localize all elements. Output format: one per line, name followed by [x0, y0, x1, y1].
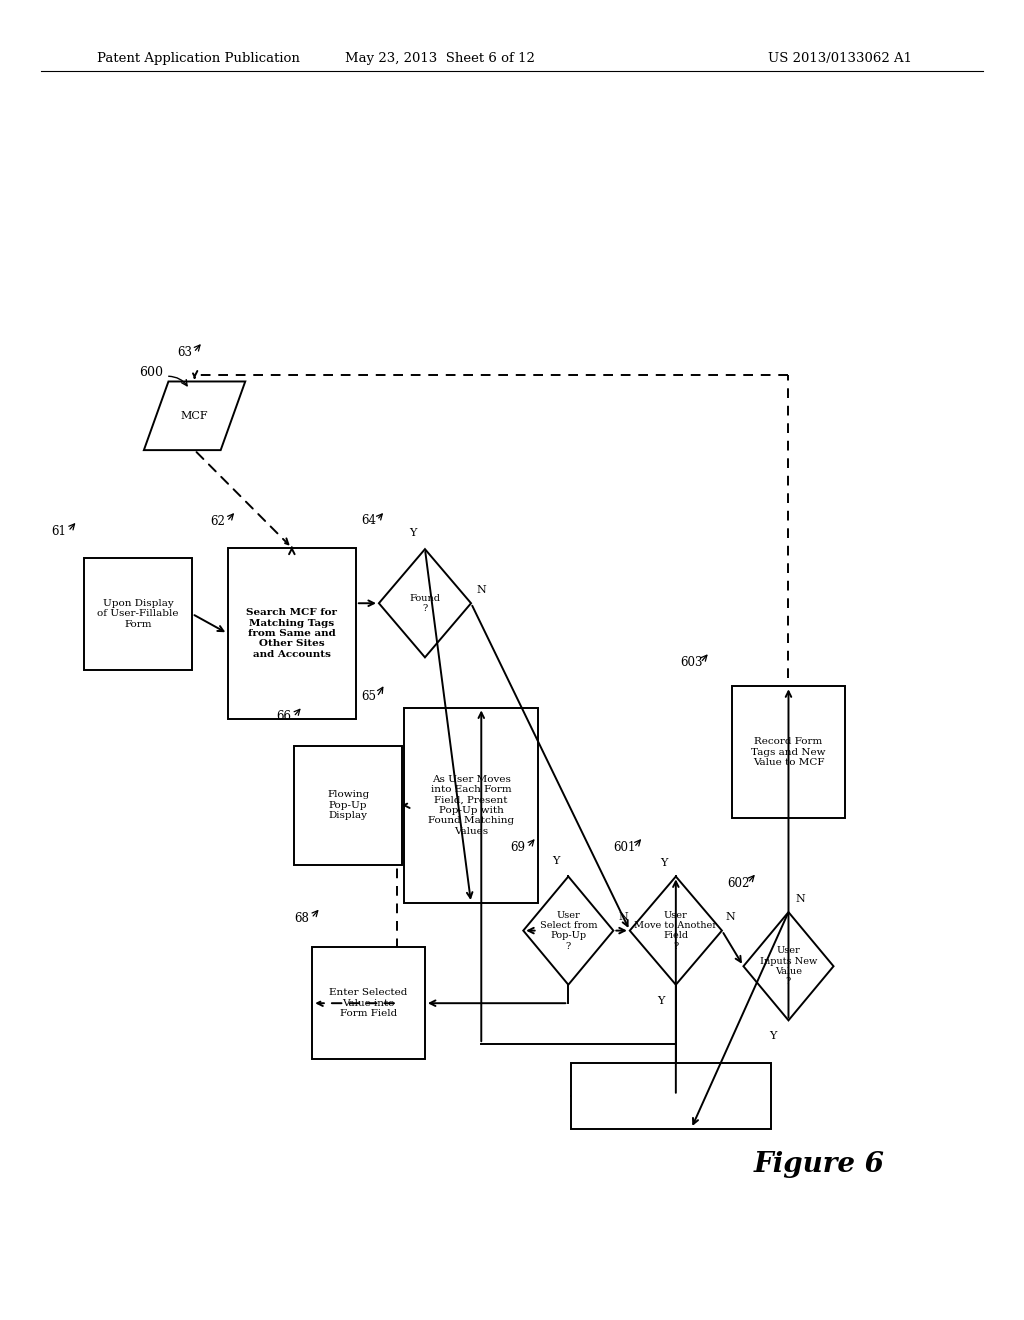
Polygon shape	[523, 876, 613, 985]
Text: N: N	[796, 894, 806, 904]
Polygon shape	[743, 912, 834, 1020]
FancyBboxPatch shape	[732, 686, 845, 818]
FancyBboxPatch shape	[227, 548, 356, 719]
FancyBboxPatch shape	[85, 557, 193, 671]
Text: Y: Y	[656, 995, 665, 1006]
Text: Search MCF for
Matching Tags
from Same and
Other Sites
and Accounts: Search MCF for Matching Tags from Same a…	[247, 609, 337, 659]
Text: N: N	[618, 912, 629, 923]
Text: May 23, 2013  Sheet 6 of 12: May 23, 2013 Sheet 6 of 12	[345, 51, 536, 65]
FancyBboxPatch shape	[312, 948, 425, 1059]
Text: Record Form
Tags and New
Value to MCF: Record Form Tags and New Value to MCF	[752, 738, 825, 767]
Text: Enter Selected
Value into
Form Field: Enter Selected Value into Form Field	[330, 989, 408, 1018]
Text: MCF: MCF	[181, 411, 208, 421]
Text: Y: Y	[659, 858, 668, 869]
Text: 601: 601	[613, 841, 636, 854]
Text: 66: 66	[276, 710, 292, 723]
Polygon shape	[143, 381, 246, 450]
Text: Flowing
Pop-Up
Display: Flowing Pop-Up Display	[327, 791, 370, 820]
Text: Y: Y	[552, 855, 560, 866]
Text: Upon Display
of User-Fillable
Form: Upon Display of User-Fillable Form	[97, 599, 179, 628]
Text: Found
?: Found ?	[410, 594, 440, 612]
Polygon shape	[379, 549, 471, 657]
Text: 61: 61	[51, 525, 67, 537]
Text: As User Moves
into Each Form
Field, Present
Pop-Up with
Found Matching
Values: As User Moves into Each Form Field, Pres…	[428, 775, 514, 836]
FancyBboxPatch shape	[404, 708, 538, 903]
Text: 65: 65	[361, 690, 376, 704]
Text: 63: 63	[177, 346, 191, 359]
Text: N: N	[725, 912, 735, 923]
Text: 603: 603	[680, 656, 702, 669]
Text: Y: Y	[769, 1031, 777, 1041]
Text: US 2013/0133062 A1: US 2013/0133062 A1	[768, 51, 911, 65]
Text: 68: 68	[295, 912, 309, 924]
Text: User
Select from
Pop-Up
?: User Select from Pop-Up ?	[540, 911, 597, 950]
Text: 62: 62	[210, 515, 225, 528]
Text: Patent Application Publication: Patent Application Publication	[97, 51, 300, 65]
FancyBboxPatch shape	[295, 746, 401, 865]
Text: 600: 600	[139, 366, 164, 379]
Text: N: N	[476, 585, 486, 595]
Text: Figure 6: Figure 6	[754, 1151, 885, 1177]
Text: User
Inputs New
Value
?: User Inputs New Value ?	[760, 946, 817, 986]
Text: 69: 69	[511, 841, 525, 854]
Text: Y: Y	[409, 528, 417, 539]
Text: User
Move to Another
Field
?: User Move to Another Field ?	[634, 911, 718, 950]
Text: 602: 602	[727, 876, 750, 890]
Text: 64: 64	[361, 513, 376, 527]
FancyBboxPatch shape	[571, 1063, 770, 1129]
Polygon shape	[630, 876, 722, 985]
